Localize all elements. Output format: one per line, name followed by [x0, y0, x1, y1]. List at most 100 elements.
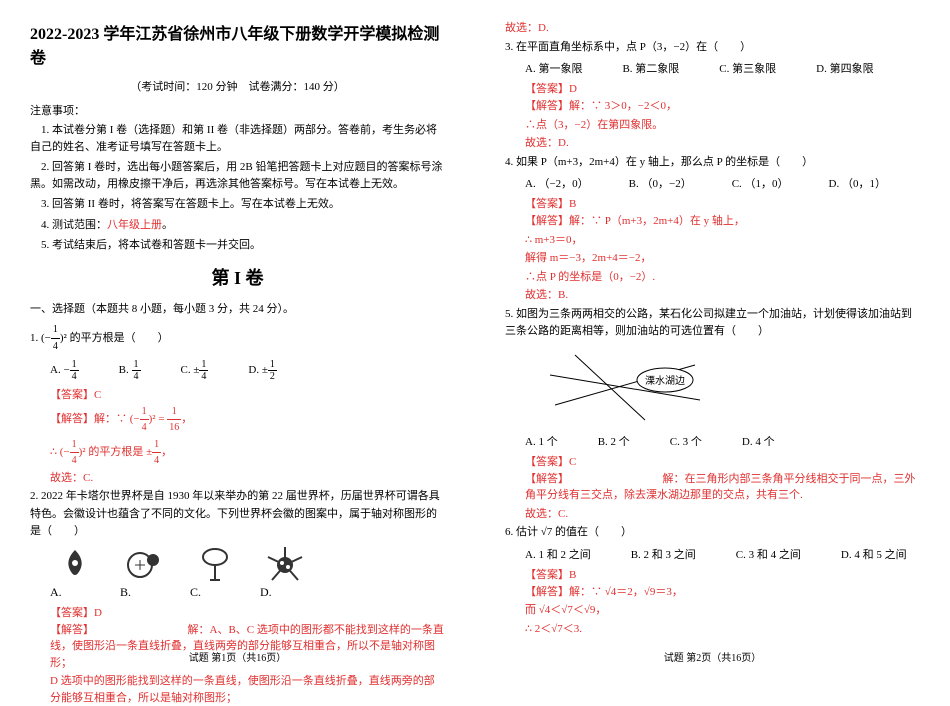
q4-ans: 【答案】B — [525, 195, 920, 211]
q4-d: D. （0，1） — [829, 175, 886, 191]
t: ∴ (− — [50, 446, 70, 458]
q3-b: B. 第二象限 — [622, 60, 679, 76]
label: B. — [120, 585, 131, 599]
n: 1 — [70, 437, 79, 453]
q1-d-label: D. ± — [248, 364, 267, 376]
q1-opt-b: B. 14 — [119, 359, 141, 382]
q3-d: D. 第四象限 — [816, 60, 873, 76]
q6-e3: ∴ 2＜√7＜3. — [525, 621, 920, 638]
q1-a-label: A. − — [50, 364, 70, 376]
frac: 14 — [70, 359, 79, 382]
frac: 14 — [140, 404, 149, 435]
lake-label: 溧水湖边 — [645, 374, 685, 387]
q3-stem: 3. 在平面直角坐标系中，点 P（3，−2）在（ ） — [505, 39, 920, 57]
q5-diagram: 溧水湖边 — [545, 345, 920, 429]
q6-c: C. 3 和 4 之间 — [736, 546, 801, 562]
q5-e2: 故选：C. — [525, 506, 920, 523]
q2-exp2: D 选项中的图形能找到这样的一条直线，使图形沿一条直线折叠，直线两旁的部分能够互… — [50, 673, 445, 706]
note-5: 5. 考试结束后，将本试卷和答题卡一并交回。 — [30, 237, 445, 254]
q6-options: A. 1 和 2 之间 B. 2 和 3 之间 C. 3 和 4 之间 D. 4… — [525, 546, 920, 562]
footer-2: 试题 第2页（共16页） — [475, 649, 950, 664]
q1-opt-a: A. −14 — [50, 359, 79, 382]
q5-a: A. 1 个 — [525, 433, 558, 449]
page-2: 故选：D. 3. 在平面直角坐标系中，点 P（3，−2）在（ ） A. 第一象限… — [475, 0, 950, 672]
q6-e1: 【解答】解：∵ √4＝2，√9＝3， — [525, 584, 920, 601]
t2: 解：在三角形内部三条角平分线相交于同一点，三外角平分线有三交点，除去溧水湖边那里… — [525, 473, 916, 502]
n: 1 — [132, 359, 141, 371]
exam-title: 2022-2023 学年江苏省徐州市八年级下册数学开学模拟检测卷 — [30, 20, 445, 68]
volume-1-title: 第 I 卷 — [30, 264, 445, 290]
q3-a: A. 第一象限 — [525, 60, 582, 76]
d: 16 — [167, 420, 181, 435]
page-1: 2022-2023 学年江苏省徐州市八年级下册数学开学模拟检测卷 （考试时间：1… — [0, 0, 475, 672]
q4-e5: 故选：B. — [525, 287, 920, 304]
q1-answer: 【答案】C — [50, 386, 445, 402]
label: D. — [260, 585, 272, 599]
t: )² 的平方根是 ± — [79, 446, 153, 458]
n: 1 — [199, 359, 208, 371]
q2-opt-b: B. — [120, 545, 170, 600]
notice-head: 注意事项： — [30, 102, 445, 118]
q2-answer: 【答案】D — [50, 604, 445, 620]
label: A. — [50, 585, 62, 599]
q6-b: B. 2 和 3 之间 — [631, 546, 696, 562]
q4-c: C. （1，0） — [732, 175, 789, 191]
q2-opt-a: A. — [50, 545, 100, 600]
d: 4 — [70, 453, 79, 468]
q5-b: B. 2 个 — [598, 433, 630, 449]
logo-b — [120, 545, 170, 585]
d: 4 — [132, 371, 141, 382]
q4-e3: 解得 m＝−3，2m+4＝−2， — [525, 250, 920, 267]
q4-a: A. （−2，0） — [525, 175, 589, 191]
q3-e1: 【解答】解：∵ 3＞0，−2＜0， — [525, 98, 920, 115]
logo-a — [50, 545, 100, 585]
note-3: 3. 回答第 II 卷时，将答案写在答题卡上。写在本试卷上无效。 — [30, 196, 445, 213]
q4-e2: ∴ m+3＝0， — [525, 232, 920, 249]
page-container: 2022-2023 学年江苏省徐州市八年级下册数学开学模拟检测卷 （考试时间：1… — [0, 0, 950, 672]
label: C. — [190, 585, 201, 599]
frac-d: 4 — [51, 339, 60, 355]
q1-stem: 1. (−14)² 的平方根是（ ） — [30, 322, 445, 355]
q1-exp2: ∴ (−14)² 的平方根是 ±14， — [50, 437, 445, 468]
q5-d: D. 4 个 — [742, 433, 775, 449]
q5-stem: 5. 如图为三条两两相交的公路，某石化公司拟建立一个加油站，计划使得该加油站到三… — [505, 306, 920, 341]
frac: 12 — [268, 359, 277, 382]
d: 4 — [140, 420, 149, 435]
q4-options: A. （−2，0） B. （0，−2） C. （1，0） D. （0，1） — [525, 175, 920, 191]
q6-stem: 6. 估计 √7 的值在（ ） — [505, 524, 920, 542]
q5-e1: 【解答】 解：在三角形内部三条角平分线相交于同一点，三外角平分线有三交点，除去溧… — [525, 471, 920, 504]
q1-options: A. −14 B. 14 C. ±14 D. ±12 — [50, 359, 445, 382]
q3-c: C. 第三象限 — [719, 60, 776, 76]
q2-stem: 2. 2022 年卡塔尔世界杯是自 1930 年以来举办的第 22 届世界杯，历… — [30, 488, 445, 541]
q5-c: C. 3 个 — [670, 433, 702, 449]
d: 4 — [70, 371, 79, 382]
q3-e3: 故选：D. — [525, 135, 920, 152]
frac: 14 — [132, 359, 141, 382]
logo-d — [260, 545, 310, 585]
q2-images: A. B. C. D. — [50, 545, 445, 600]
q1-stem-a: 1. (− — [30, 332, 51, 344]
q6-ans: 【答案】B — [525, 566, 920, 582]
q5-ans: 【答案】C — [525, 453, 920, 469]
n: 1 — [268, 359, 277, 371]
q4-e1: 【解答】解：∵ P（m+3，2m+4）在 y 轴上， — [525, 213, 920, 230]
q1-b-label: B. — [119, 364, 132, 376]
q3-options: A. 第一象限 B. 第二象限 C. 第三象限 D. 第四象限 — [525, 60, 920, 76]
frac: 14 — [70, 437, 79, 468]
footer-1: 试题 第1页（共16页） — [0, 649, 475, 664]
q1-exp1: 【解答】解：∵ (−14)² = 116， — [50, 404, 445, 435]
frac: 116 — [167, 404, 181, 435]
logo-c — [190, 545, 240, 585]
q1-opt-d: D. ±12 — [248, 359, 276, 382]
d: 2 — [268, 371, 277, 382]
t: )² = — [149, 413, 168, 425]
frac-n: 1 — [51, 322, 60, 339]
n: 1 — [152, 437, 161, 453]
note-4: 4. 测试范围：八年级上册。 — [30, 217, 445, 234]
d: 4 — [152, 453, 161, 468]
q3-e2: ∴点（3，−2）在第四象限。 — [525, 117, 920, 134]
frac-1-4: 14 — [51, 322, 60, 355]
note-2: 2. 回答第 I 卷时，选出每小题答案后，用 2B 铅笔把答题卡上对应题目的答案… — [30, 159, 445, 192]
t: 【解答】 — [525, 473, 564, 485]
section-1-title: 一、选择题（本题共 8 小题，每小题 3 分，共 24 分）。 — [30, 300, 445, 316]
